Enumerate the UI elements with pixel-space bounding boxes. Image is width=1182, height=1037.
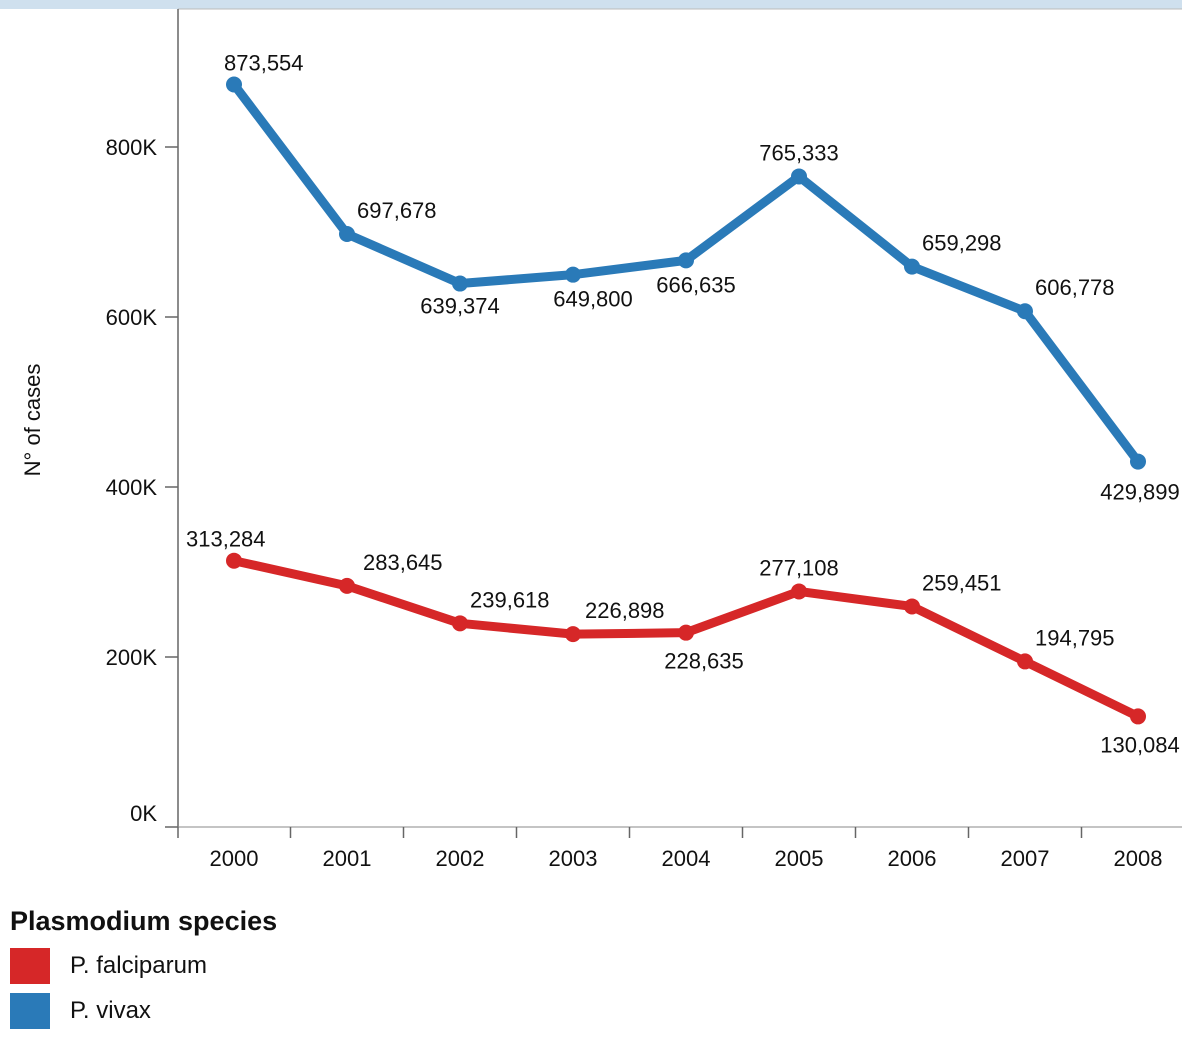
data-point-vivax bbox=[791, 168, 807, 185]
x-tick-label: 2000 bbox=[210, 846, 259, 871]
legend-title: Plasmodium species bbox=[10, 906, 278, 936]
x-tick-label: 2003 bbox=[549, 846, 598, 871]
data-point-vivax bbox=[226, 76, 242, 93]
data-point-vivax bbox=[678, 252, 694, 269]
y-tick-label: 800K bbox=[106, 135, 158, 160]
data-label-falciparum: 194,795 bbox=[1035, 625, 1115, 650]
data-point-falciparum bbox=[904, 598, 920, 615]
data-point-vivax bbox=[1017, 303, 1033, 320]
y-tick-label: 0K bbox=[130, 801, 157, 826]
data-label-vivax: 429,899 bbox=[1100, 480, 1180, 505]
data-label-vivax: 649,800 bbox=[553, 287, 633, 312]
data-point-vivax bbox=[452, 275, 468, 292]
data-point-falciparum bbox=[1017, 653, 1033, 670]
legend-swatch-vivax bbox=[10, 993, 50, 1029]
data-label-vivax: 765,333 bbox=[759, 140, 839, 165]
data-label-vivax: 666,635 bbox=[656, 272, 736, 297]
legend: Plasmodium species P. falciparum P. viva… bbox=[10, 906, 277, 1037]
data-label-falciparum: 283,645 bbox=[363, 550, 443, 575]
data-label-falciparum: 130,084 bbox=[1100, 732, 1180, 757]
data-label-vivax: 659,298 bbox=[922, 231, 1002, 256]
x-tick-label: 2007 bbox=[1001, 846, 1050, 871]
x-tick-label: 2005 bbox=[775, 846, 824, 871]
data-label-vivax: 639,374 bbox=[420, 294, 500, 319]
data-label-falciparum: 239,618 bbox=[470, 587, 550, 612]
series-layer: 873,554 697,678 639,374 649,800 666,635 765,3… bbox=[186, 50, 1180, 757]
data-point-falciparum bbox=[339, 577, 355, 594]
data-label-falciparum: 226,898 bbox=[585, 598, 665, 623]
y-tick-label: 200K bbox=[106, 645, 158, 670]
data-point-falciparum bbox=[565, 626, 581, 643]
data-label-falciparum: 277,108 bbox=[759, 555, 839, 580]
legend-label-vivax: P. vivax bbox=[70, 997, 151, 1024]
x-tick-label: 2008 bbox=[1114, 846, 1163, 871]
data-point-vivax bbox=[1130, 453, 1146, 470]
data-label-falciparum: 313,284 bbox=[186, 527, 266, 552]
data-label-falciparum: 259,451 bbox=[922, 570, 1002, 595]
data-label-vivax: 697,678 bbox=[357, 198, 437, 223]
data-point-falciparum bbox=[1130, 708, 1146, 725]
data-point-falciparum bbox=[791, 583, 807, 600]
data-label-vivax: 873,554 bbox=[224, 50, 304, 75]
x-ticks: 2000 2001 2002 2003 2004 2005 2006 2007 2008 bbox=[177, 827, 1163, 871]
data-label-vivax: 606,778 bbox=[1035, 275, 1115, 300]
data-point-falciparum bbox=[452, 615, 468, 632]
y-ticks: 0K 200K 400K 600K 800K bbox=[106, 135, 178, 828]
data-point-falciparum bbox=[226, 552, 242, 569]
data-point-vivax bbox=[904, 258, 920, 275]
data-point-vivax bbox=[565, 266, 581, 283]
x-tick-label: 2001 bbox=[323, 846, 372, 871]
y-axis-label: N° of cases bbox=[20, 364, 45, 477]
data-label-falciparum: 228,635 bbox=[664, 649, 744, 674]
legend-label-falciparum: P. falciparum bbox=[70, 952, 207, 979]
data-point-vivax bbox=[339, 225, 355, 242]
legend-item-vivax: P. vivax bbox=[10, 992, 277, 1030]
x-tick-label: 2006 bbox=[888, 846, 937, 871]
y-tick-label: 600K bbox=[106, 305, 158, 330]
x-tick-label: 2004 bbox=[662, 846, 711, 871]
x-tick-label: 2002 bbox=[436, 846, 485, 871]
data-point-falciparum bbox=[678, 624, 694, 641]
y-tick-label: 400K bbox=[106, 475, 158, 500]
plot-area bbox=[178, 9, 1182, 827]
legend-swatch-falciparum bbox=[10, 948, 50, 984]
legend-item-falciparum: P. falciparum bbox=[10, 947, 277, 985]
top-strip bbox=[0, 0, 1182, 9]
